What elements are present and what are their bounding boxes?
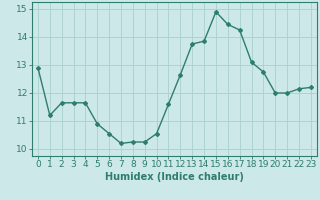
X-axis label: Humidex (Indice chaleur): Humidex (Indice chaleur) <box>105 172 244 182</box>
